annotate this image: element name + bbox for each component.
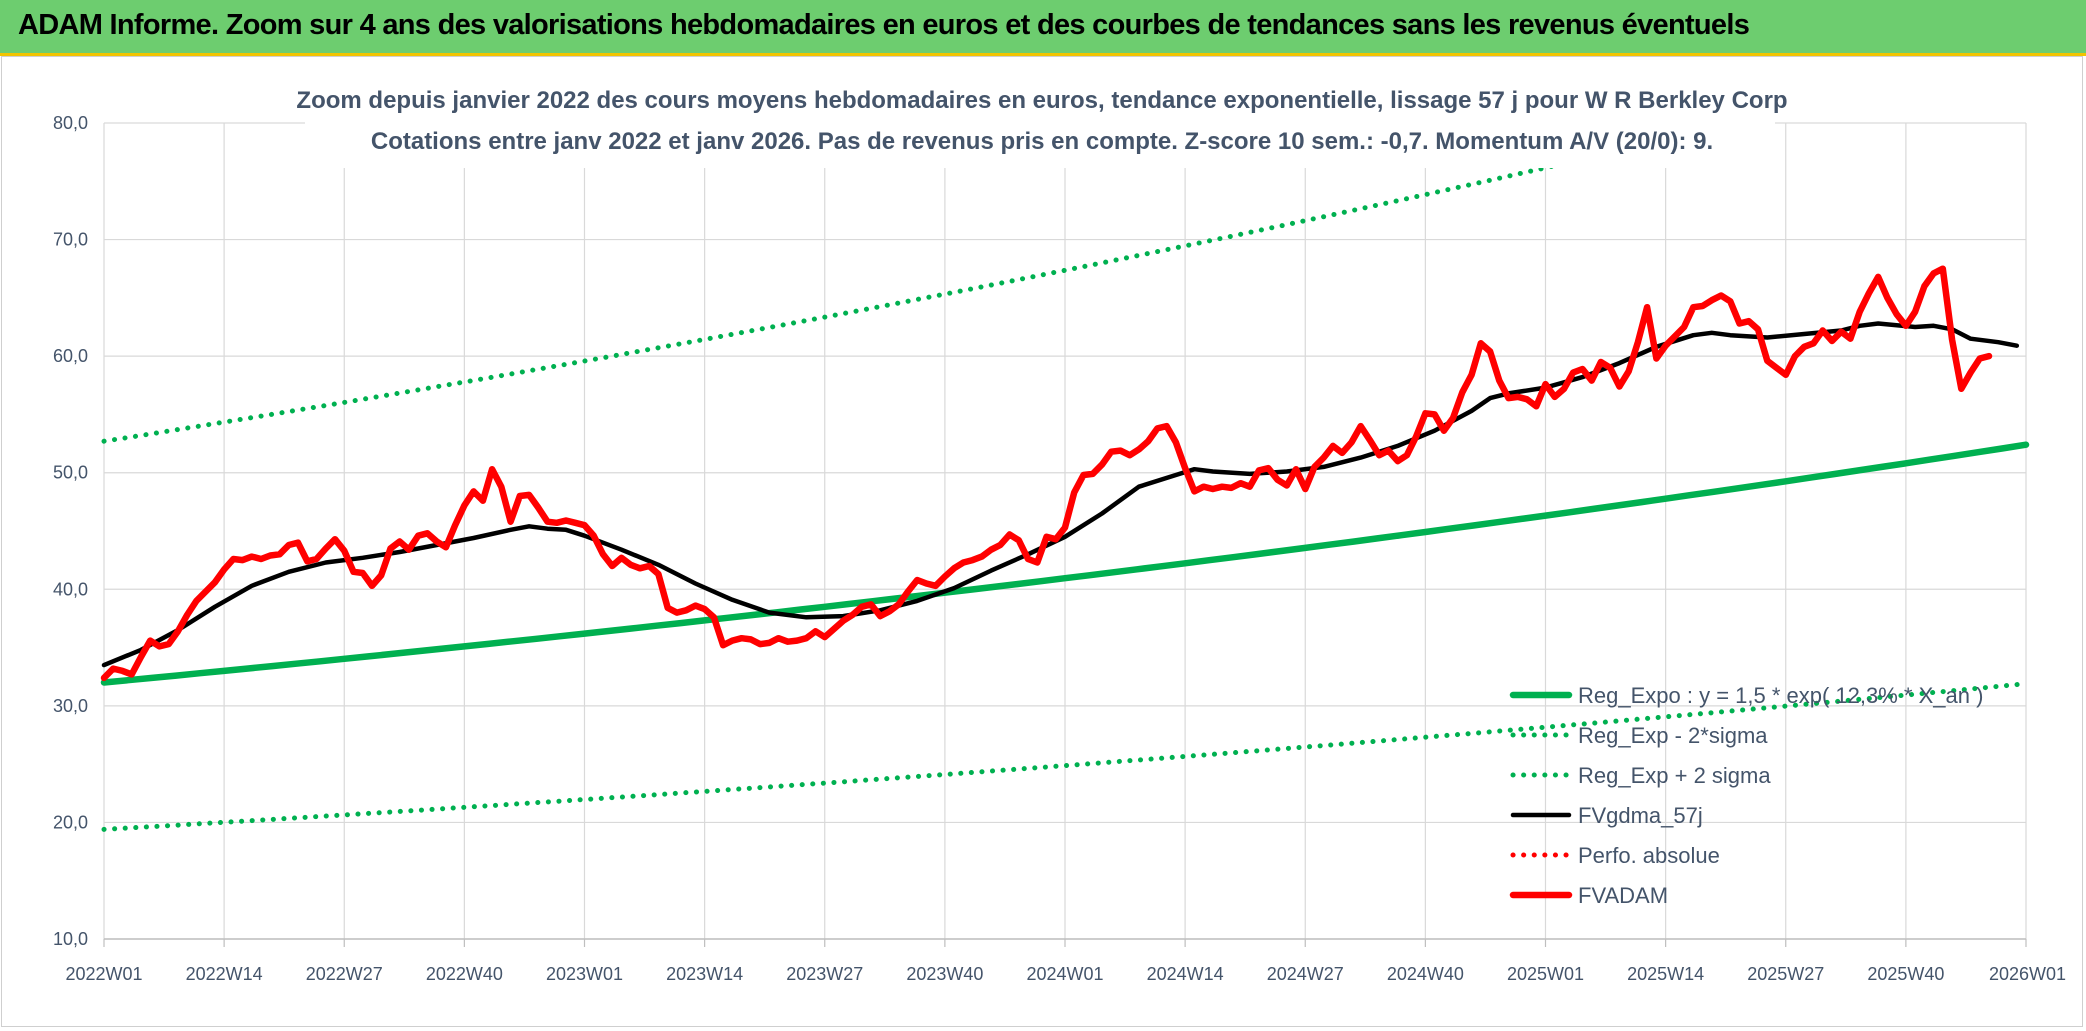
x-tick-label: 2023W14 <box>666 964 743 984</box>
legend-label: Reg_Expo : y = 1,5 * exp( 12,3% * X_an ) <box>1578 683 1983 708</box>
y-tick-label: 20,0 <box>53 812 88 832</box>
y-tick-label: 40,0 <box>53 579 88 599</box>
x-tick-label: 2024W14 <box>1147 964 1224 984</box>
series-line-reg-expo-y-1-5-exp-12-3-x-an <box>100 441 2030 686</box>
x-axis-ticks: 2022W01 2022W14 2022W27 2022W40 2023W01 2023W… <box>65 964 2066 984</box>
grid-lines <box>103 122 2027 947</box>
y-tick-label: 80,0 <box>53 113 88 133</box>
x-tick-label: 2025W01 <box>1507 964 1584 984</box>
legend-label: FVADAM <box>1578 883 1668 908</box>
legend: Reg_Expo : y = 1,5 * exp( 12,3% * X_an )… <box>1509 683 1983 908</box>
title-backdrop <box>305 80 1775 168</box>
x-tick-label: 2025W40 <box>1867 964 1944 984</box>
x-tick-label: 2025W27 <box>1747 964 1824 984</box>
series-line-reg-exp-2-sigma <box>101 681 2029 832</box>
x-tick-label: 2023W27 <box>786 964 863 984</box>
chart-frame <box>1 56 2083 1027</box>
report-title: ADAM Informe. Zoom sur 4 ans des valoris… <box>18 9 1750 41</box>
legend-label: Perfo. absolue <box>1578 843 1720 868</box>
chart-title: Zoom depuis janvier 2022 des cours moyen… <box>296 87 1787 114</box>
report-banner: ADAM Informe. Zoom sur 4 ans des valoris… <box>0 0 2086 56</box>
x-tick-label: 2023W01 <box>546 964 623 984</box>
x-tick-label: 2024W01 <box>1026 964 1103 984</box>
legend-label: Reg_Exp - 2*sigma <box>1578 723 1768 748</box>
chart-subtitle: Cotations entre janv 2022 et janv 2026. … <box>371 128 1713 155</box>
x-tick-label: 2024W40 <box>1387 964 1464 984</box>
x-tick-label: 2024W27 <box>1267 964 1344 984</box>
x-tick-label: 2025W14 <box>1627 964 1704 984</box>
x-tick-label: 2022W40 <box>426 964 503 984</box>
legend-label: Reg_Exp + 2 sigma <box>1578 763 1771 788</box>
y-tick-label: 60,0 <box>53 346 88 366</box>
x-tick-label: 2022W14 <box>186 964 263 984</box>
y-tick-label: 70,0 <box>53 230 88 250</box>
x-tick-label: 2022W27 <box>306 964 383 984</box>
x-tick-label: 2026W01 <box>1989 964 2066 984</box>
y-axis-ticks: 10,0 20,0 30,0 40,0 50,0 60,0 70,0 80,0 <box>53 113 88 949</box>
y-tick-label: 10,0 <box>53 929 88 949</box>
y-tick-label: 30,0 <box>53 696 88 716</box>
x-tick-label: 2022W01 <box>65 964 142 984</box>
y-tick-label: 50,0 <box>53 463 88 483</box>
legend-label: FVgdma_57j <box>1578 803 1703 828</box>
series-line-fvadam <box>100 265 1993 682</box>
x-tick-label: 2023W40 <box>906 964 983 984</box>
series-line-fvgdma-57j <box>101 321 2020 668</box>
